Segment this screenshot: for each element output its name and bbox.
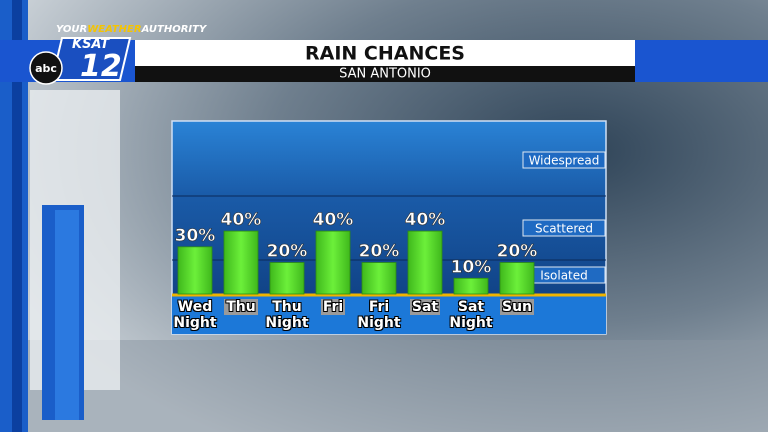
subtitle-bar — [135, 66, 635, 82]
x-tick-text: Sun — [499, 299, 535, 315]
station: KSAT — [72, 37, 110, 52]
value-label: 10% — [451, 257, 492, 277]
x-tick-label: Fri Night — [356, 299, 402, 331]
chart-subtitle: SAN ANTONIO — [339, 67, 431, 82]
x-tick-label: Sun — [494, 299, 540, 315]
x-tick-text: Sat Night — [449, 299, 493, 331]
x-tick-label: Fri — [310, 299, 356, 315]
x-tick-label: Sat — [402, 299, 448, 315]
band-label: Isolated — [540, 269, 588, 283]
stripe — [12, 0, 22, 432]
chart-title: RAIN CHANCES — [305, 43, 465, 65]
value-label: 20% — [497, 242, 538, 262]
value-label: 40% — [221, 210, 262, 230]
x-tick-text: Thu Night — [265, 299, 309, 331]
x-tick-text: Thu — [224, 299, 258, 315]
bar — [177, 246, 213, 295]
x-tick-text: Wed Night — [173, 299, 217, 331]
bar — [453, 277, 489, 295]
value-label: 20% — [267, 242, 308, 262]
stripe — [55, 210, 79, 420]
tagline: YOURWEATHERAUTHORITY — [56, 24, 208, 35]
cloud-band — [0, 340, 768, 432]
bar — [315, 230, 351, 295]
band-label-box — [522, 219, 606, 237]
network: abc — [35, 62, 57, 75]
x-tick-text: Fri Night — [357, 299, 401, 331]
x-tick-label: Wed Night — [172, 299, 218, 331]
bar — [361, 262, 397, 295]
title-bar — [135, 40, 635, 66]
network-logo — [29, 51, 63, 85]
x-tick-label: Thu — [218, 299, 264, 315]
band-label-box — [522, 151, 606, 169]
value-label: 20% — [359, 242, 400, 262]
bar — [499, 262, 535, 295]
channel: 12 — [80, 49, 122, 84]
bar — [407, 230, 443, 295]
band-label: Widespread — [529, 154, 600, 168]
value-label: 40% — [405, 210, 446, 230]
x-tick-label: Sat Night — [448, 299, 494, 331]
band-label: Scattered — [535, 222, 593, 236]
value-label: 30% — [175, 226, 216, 246]
bar — [223, 230, 259, 295]
value-label: 40% — [313, 210, 354, 230]
x-tick-label: Thu Night — [264, 299, 310, 331]
x-tick-text: Fri — [320, 299, 346, 315]
x-tick-text: Sat — [409, 299, 441, 315]
bar — [269, 262, 305, 295]
